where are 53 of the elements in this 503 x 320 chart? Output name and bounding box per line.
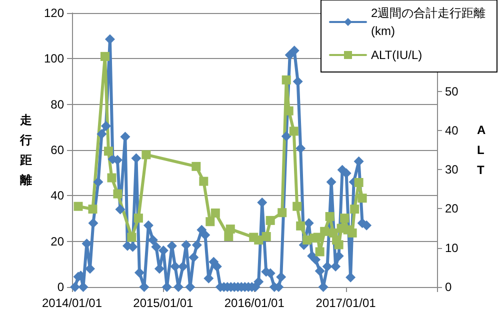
point [74,202,83,211]
legend-label: 2週間の合計走行距離(km) [371,6,486,38]
y-axis-title: 走行距離 [19,113,32,187]
y-tick-label: 100 [44,52,64,66]
y-tick-label: 60 [50,143,64,157]
point [282,75,291,84]
point [296,221,306,230]
point [206,217,215,226]
x-tick-label: 2016/01/01 [224,296,285,310]
y-tick-label: 20 [50,234,64,248]
y2-tick-label: 0 [445,280,452,294]
point [100,52,110,61]
point [113,189,122,198]
point [354,178,364,187]
point [278,208,287,218]
point [358,194,367,203]
point [134,214,143,223]
y-tick-label: 0 [57,280,64,294]
y2-tick-label: 30 [445,162,459,177]
y2-tick-label: 10 [445,240,459,255]
point [88,204,98,214]
point [262,232,271,242]
y-tick-label: 40 [50,188,64,203]
point [315,247,324,256]
x-tick-label: 2014/01/01 [42,296,102,310]
point [254,236,264,245]
point [104,146,113,156]
point [142,150,151,160]
point [292,202,302,211]
point [192,162,201,171]
y2-axis-title: ALT [477,123,486,177]
point [340,214,350,223]
x-tick-label: 2015/01/01 [133,296,194,310]
point [320,226,330,236]
y-tick-label: 120 [44,6,64,20]
x-tick-label: 2017/01/01 [316,296,376,310]
point [348,228,357,238]
point [199,176,208,186]
y2-tick-label: 20 [445,202,459,216]
point [334,240,344,250]
y2-tick-label: 40 [445,123,459,138]
y2-tick-label: 50 [445,84,459,98]
point [350,204,360,214]
point [210,208,220,218]
point [266,216,275,225]
point [289,126,298,136]
y-tick-label: 80 [50,97,64,112]
point [325,212,334,222]
point [313,232,322,242]
point [127,232,136,242]
legend-label: ALT(IU/L) [371,48,422,62]
point [107,173,116,182]
point [226,224,235,234]
